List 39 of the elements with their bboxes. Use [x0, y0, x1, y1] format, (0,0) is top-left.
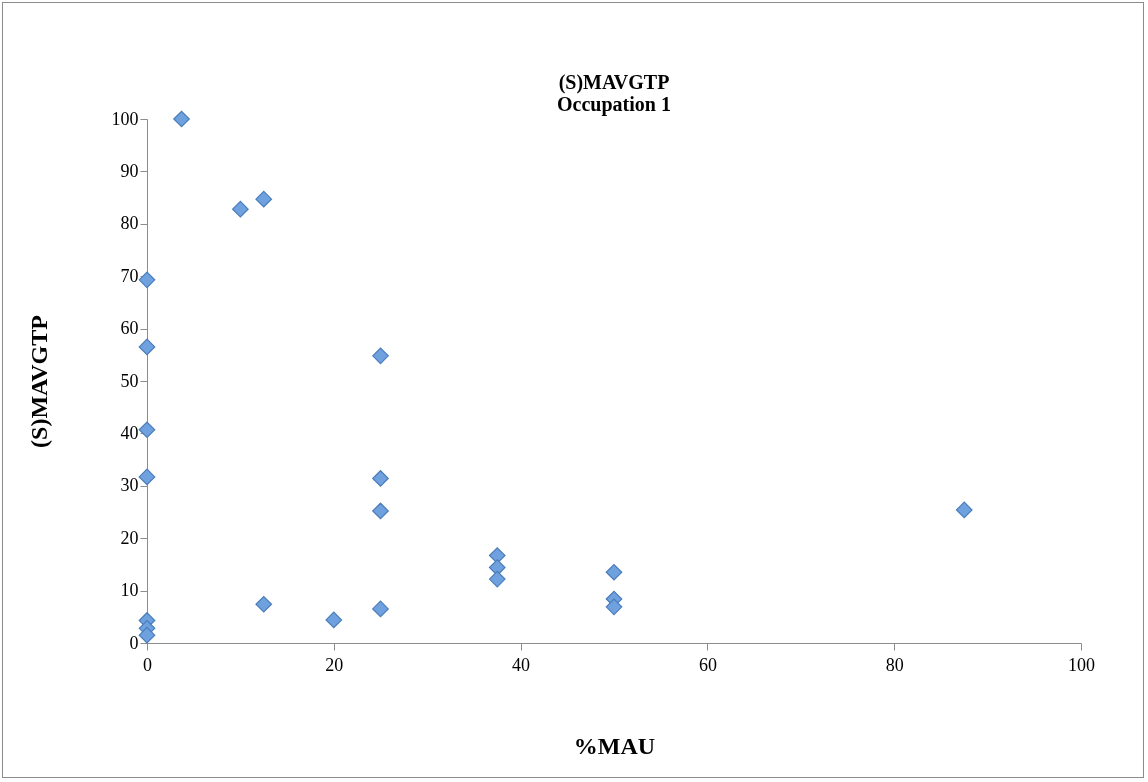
- x-tick-label: 0: [143, 654, 152, 675]
- point: [138, 271, 156, 289]
- y-tick-label: 90: [120, 160, 139, 181]
- point: [605, 598, 623, 616]
- point: [232, 200, 249, 218]
- point: [138, 338, 156, 356]
- x-axis-title: %MAU: [573, 732, 656, 759]
- x-tick-label: 100: [1068, 654, 1095, 675]
- point: [488, 570, 506, 588]
- y-tick-label: 30: [120, 475, 139, 496]
- point: [605, 563, 623, 581]
- x-tick-label: 60: [698, 654, 717, 675]
- point: [138, 626, 156, 644]
- point: [138, 468, 156, 486]
- point: [488, 547, 506, 564]
- point: [255, 595, 273, 613]
- point: [372, 470, 389, 487]
- point: [955, 501, 973, 519]
- y-tick-label: 100: [111, 108, 139, 129]
- y-tick-label: 0: [129, 632, 139, 653]
- point: [372, 600, 389, 618]
- point: [173, 110, 190, 128]
- chart-title: (S)MAVGTP Occupation 1: [557, 70, 671, 116]
- y-axis-title: (S)MAVGTP: [25, 315, 52, 448]
- y-tick-label: 10: [120, 580, 139, 601]
- y-tick-label: 70: [120, 265, 139, 286]
- point: [138, 421, 156, 439]
- y-tick-label: 60: [120, 318, 139, 339]
- point: [372, 347, 389, 365]
- x-tick-label: 20: [325, 654, 344, 675]
- x-tick-label: 80: [885, 654, 904, 675]
- point: [255, 190, 273, 208]
- y-tick-label: 50: [120, 370, 139, 391]
- point: [372, 502, 389, 520]
- point: [325, 611, 343, 629]
- y-tick-label: 80: [120, 213, 139, 234]
- y-tick-label: 20: [120, 527, 139, 548]
- y-tick-label: 40: [120, 422, 139, 443]
- x-tick-label: 40: [512, 654, 531, 675]
